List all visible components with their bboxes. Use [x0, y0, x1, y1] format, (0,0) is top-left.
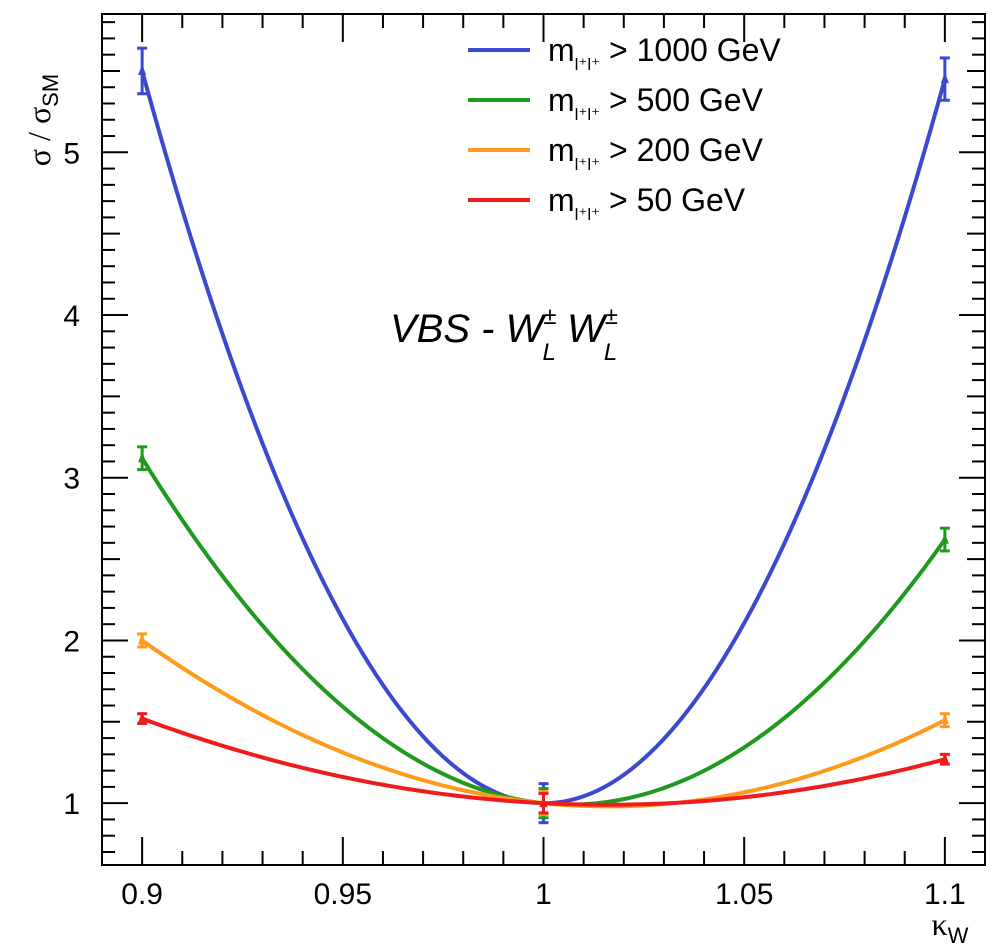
axis-ticks: [101, 14, 986, 865]
x-tick-label: 1.1: [924, 878, 966, 911]
data-points: [137, 46, 950, 825]
legend-entry: ml⁺l⁺ > 200 GeV: [468, 132, 764, 174]
x-axis-label: κW: [932, 906, 969, 948]
legend-entry: ml⁺l⁺ > 500 GeV: [468, 82, 764, 124]
legend-label: ml⁺l⁺ > 50 GeV: [548, 182, 746, 224]
series-line-0: [140, 70, 947, 806]
series-curves: [140, 70, 947, 809]
y-tick-label: 5: [63, 137, 80, 170]
y-tick-label: 2: [63, 625, 80, 658]
legend-entry: ml⁺l⁺ > 1000 GeV: [468, 32, 781, 74]
legend-label: ml⁺l⁺ > 500 GeV: [548, 82, 764, 124]
series-line-1: [140, 457, 947, 807]
data-point: [939, 752, 950, 766]
y-tick-label: 1: [63, 788, 80, 821]
process-annotation: VBS - W± L W± L: [390, 303, 618, 366]
data-point: [137, 632, 148, 649]
data-point: [538, 791, 549, 815]
data-point: [137, 445, 148, 472]
axis-tick-labels: 0.9 0.95 1 1.05 1.1 1 2 3 4 5: [63, 137, 965, 911]
data-point: [939, 56, 950, 102]
legend-label: ml⁺l⁺ > 200 GeV: [548, 132, 764, 174]
x-tick-label: 0.95: [314, 878, 372, 911]
y-tick-label: 3: [63, 463, 80, 496]
y-axis-label: σ / σSM: [21, 74, 63, 166]
x-tick-label: 1: [535, 878, 552, 911]
x-tick-label: 0.9: [121, 878, 163, 911]
legend: ml⁺l⁺ > 1000 GeV ml⁺l⁺ > 500 GeV ml⁺l⁺ > 2…: [468, 32, 781, 224]
y-tick-label: 4: [63, 300, 80, 333]
data-point: [137, 46, 148, 96]
plot-frame: [101, 13, 986, 866]
data-point: [137, 711, 148, 725]
legend-entry: ml⁺l⁺ > 50 GeV: [468, 182, 746, 224]
series-line-2: [140, 638, 946, 809]
x-tick-label: 1.05: [715, 878, 773, 911]
data-point: [939, 712, 950, 729]
data-point: [939, 526, 950, 553]
legend-label: ml⁺l⁺ > 1000 GeV: [548, 32, 781, 74]
